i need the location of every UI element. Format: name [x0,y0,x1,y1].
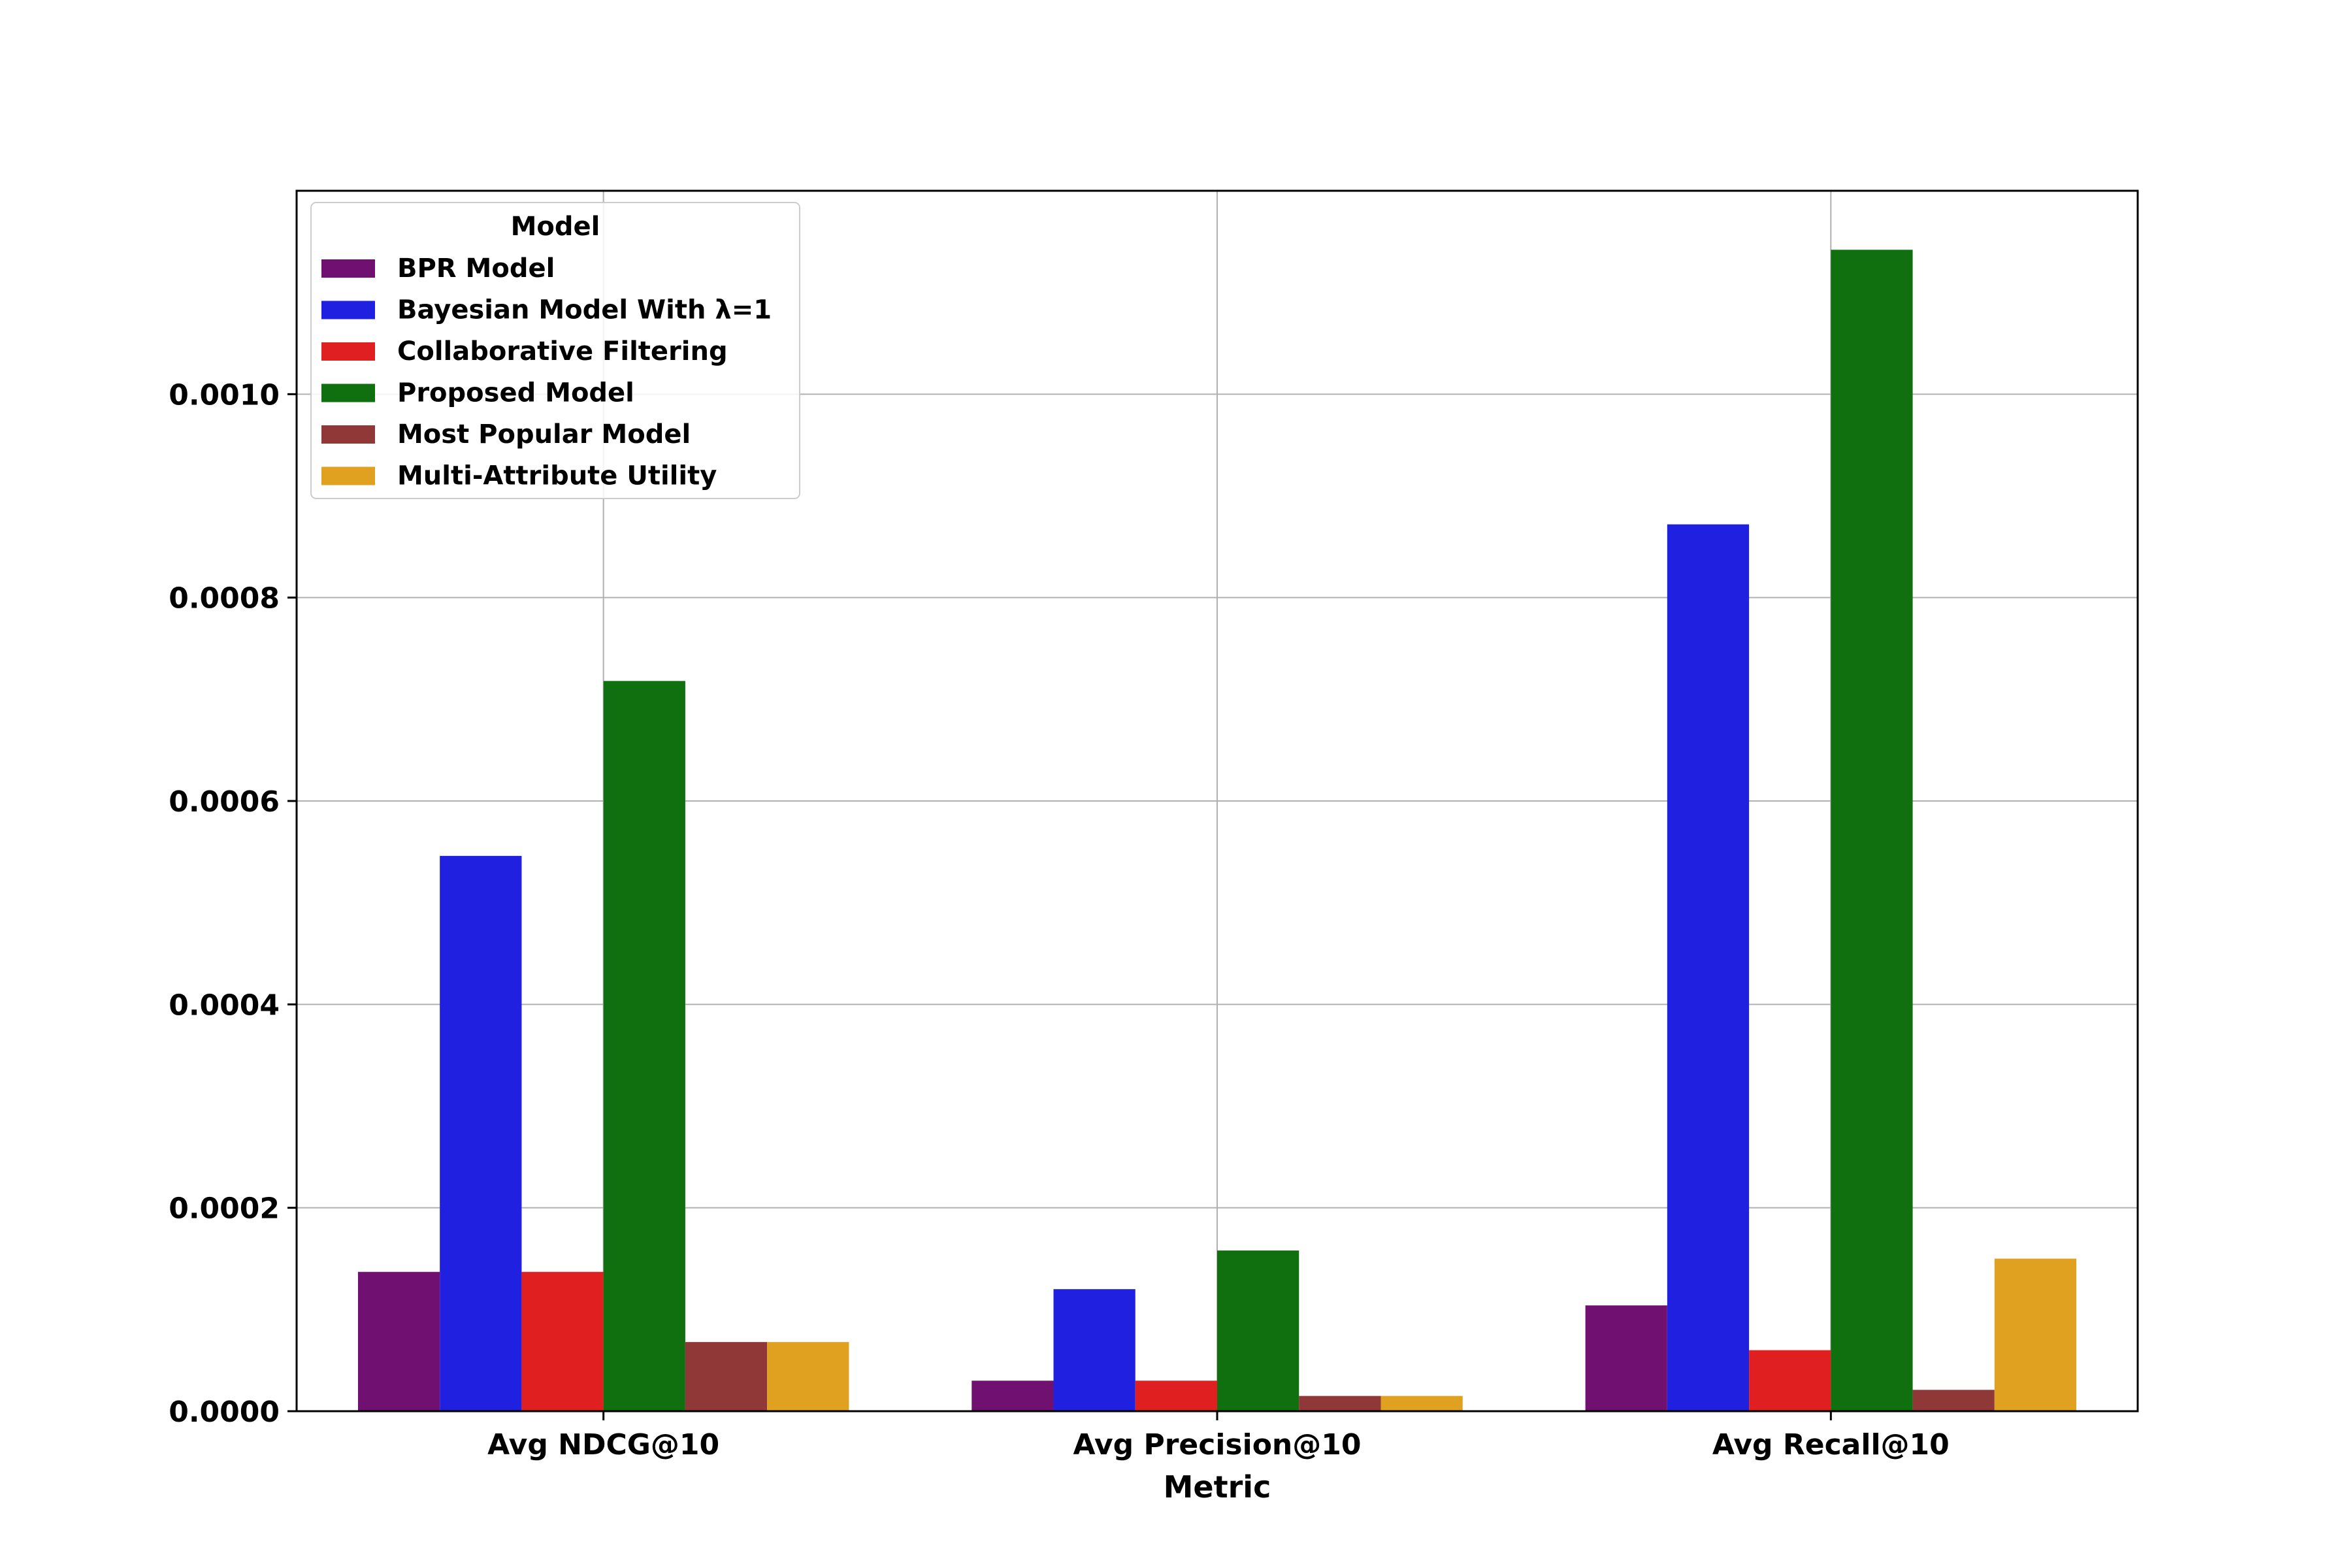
bar-most-popular-model-2 [1912,1390,1995,1411]
bar-most-popular-model-0 [685,1342,768,1411]
legend-label: Collaborative Filtering [397,336,728,367]
legend-swatch [321,425,375,444]
y-axis: 0.0000 0.0002 0.0004 0.0006 0.0008 0.0010 [169,378,297,1429]
legend-swatch [321,259,375,278]
y-tick-label: 0.0000 [169,1396,280,1429]
bar-proposed-model-0 [603,681,685,1411]
legend-box [310,202,800,499]
bar-bayesian-model-with-1-0 [440,856,522,1411]
y-tick-label: 0.0010 [169,378,280,412]
bar-bpr-model-0 [357,1271,440,1411]
legend-swatch [321,384,375,402]
x-axis-title: Metric [1164,1469,1271,1505]
y-tick-label: 0.0006 [169,785,280,819]
bar-collaborative-filtering-1 [1135,1380,1217,1411]
bar-proposed-model-1 [1217,1250,1299,1411]
bar-collaborative-filtering-0 [521,1271,604,1411]
legend-label: BPR Model [397,253,555,284]
legend-swatch [321,342,375,361]
legend-label: Bayesian Model With λ=1 [397,295,772,325]
bar-bayesian-model-with-1-2 [1667,524,1750,1411]
x-tick-label: Avg Precision@10 [1073,1428,1362,1462]
legend-label: Most Popular Model [397,419,691,449]
bars [357,250,2077,1412]
legend-swatch [321,466,375,485]
bar-collaborative-filtering-2 [1749,1350,1831,1411]
bar-multi-attribute-utility-1 [1380,1396,1463,1411]
y-tick-label: 0.0002 [169,1192,280,1226]
legend-title: Model [511,212,600,242]
y-tick-label: 0.0004 [169,988,280,1022]
legend-label: Proposed Model [397,378,634,408]
legend-label: Multi-Attribute Utility [397,461,717,491]
x-tick-label: Avg Recall@10 [1712,1428,1950,1462]
bar-proposed-model-2 [1831,250,1913,1412]
x-axis: Avg NDCG@10 Avg Precision@10 Avg Recall@10 [487,1411,1950,1462]
y-tick-label: 0.0008 [169,582,280,615]
bar-bpr-model-2 [1585,1305,1667,1411]
bar-most-popular-model-1 [1299,1396,1381,1411]
x-tick-label: Avg NDCG@10 [487,1428,719,1462]
legend-swatch [321,301,375,319]
bar-bpr-model-1 [972,1380,1054,1411]
bar-multi-attribute-utility-2 [1994,1258,2077,1411]
bar-multi-attribute-utility-0 [767,1342,849,1411]
bar-bayesian-model-with-1-1 [1053,1289,1135,1411]
legend: Model BPR Model Bayesian Model With λ=1 Col… [310,202,800,499]
